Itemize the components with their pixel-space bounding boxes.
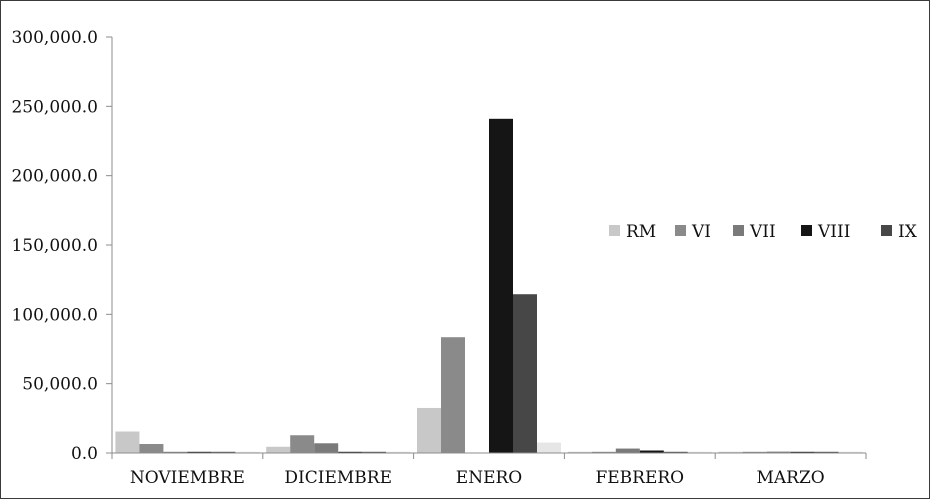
x-category-label: MARZO [756, 468, 824, 488]
legend-label-viii: VIII [817, 222, 850, 242]
bar-diciembre-ix [362, 451, 387, 453]
bar-diciembre-rm [266, 446, 291, 453]
bar-noviembre-x [235, 451, 260, 453]
bar-marzo-vii [766, 451, 791, 453]
y-tick-label: 150,000.0 [11, 236, 98, 256]
legend: RM VI VII VIII IX [609, 222, 918, 242]
y-tick-label: 100,000.0 [11, 305, 98, 325]
x-axis: NOVIEMBRE DICIEMBRE ENERO FEBRERO MARZO [111, 452, 867, 488]
y-tick-label: 200,000.0 [11, 167, 98, 187]
bar-diciembre-vi [290, 435, 315, 453]
bar-noviembre-viii [187, 451, 212, 453]
y-tick-label: 300,000.0 [11, 28, 98, 48]
bar-marzo-ix [814, 451, 839, 453]
bar-noviembre-rm [115, 431, 140, 453]
x-category-label: FEBRERO [595, 468, 684, 488]
bar-noviembre-vi [139, 443, 164, 453]
bar-febrero-rm [567, 451, 592, 453]
legend-swatch-rm [609, 225, 620, 236]
bar-febrero-vii [615, 448, 640, 453]
bar-diciembre-x [386, 451, 411, 453]
bar-noviembre-vii [163, 451, 188, 453]
y-tick-label: 250,000.0 [11, 97, 98, 117]
bar-febrero-vi [591, 451, 616, 453]
x-category-label: DICIEMBRE [284, 468, 392, 488]
legend-swatch-vi [675, 225, 686, 236]
bar-febrero-ix [663, 451, 688, 453]
x-category-label: NOVIEMBRE [130, 468, 245, 488]
bar-enero-viii [489, 118, 513, 454]
y-tick-label: 50,000.0 [22, 375, 98, 395]
legend-label-ix: IX [898, 222, 918, 242]
legend-swatch-ix [881, 225, 892, 236]
legend-swatch-viii [801, 225, 812, 236]
bar-febrero-x [687, 451, 712, 453]
bar-enero-x [537, 442, 561, 453]
bar-diciembre-viii [338, 451, 363, 453]
legend-label-vi: VI [691, 222, 711, 242]
y-tick-label: 0.0 [71, 444, 98, 464]
bar-enero-vi [441, 337, 465, 453]
bar-marzo-vi [742, 451, 767, 453]
x-category-label: ENERO [456, 468, 522, 488]
bar-marzo-x [838, 451, 863, 453]
legend-swatch-vii [733, 225, 744, 236]
bar-enero-ix [513, 294, 537, 453]
bar-febrero-viii [639, 450, 664, 453]
bars [115, 118, 863, 454]
legend-label-vii: VII [749, 222, 776, 242]
bar-marzo-viii [790, 451, 815, 453]
bar-noviembre-ix [211, 451, 236, 453]
y-axis: 0.0 50,000.0 100,000.0 150,000.0 200,000.0 25… [11, 28, 113, 464]
legend-label-rm: RM [626, 222, 656, 242]
bar-marzo-rm [718, 451, 743, 453]
bar-diciembre-vii [314, 443, 339, 453]
bar-enero-rm [417, 407, 441, 453]
